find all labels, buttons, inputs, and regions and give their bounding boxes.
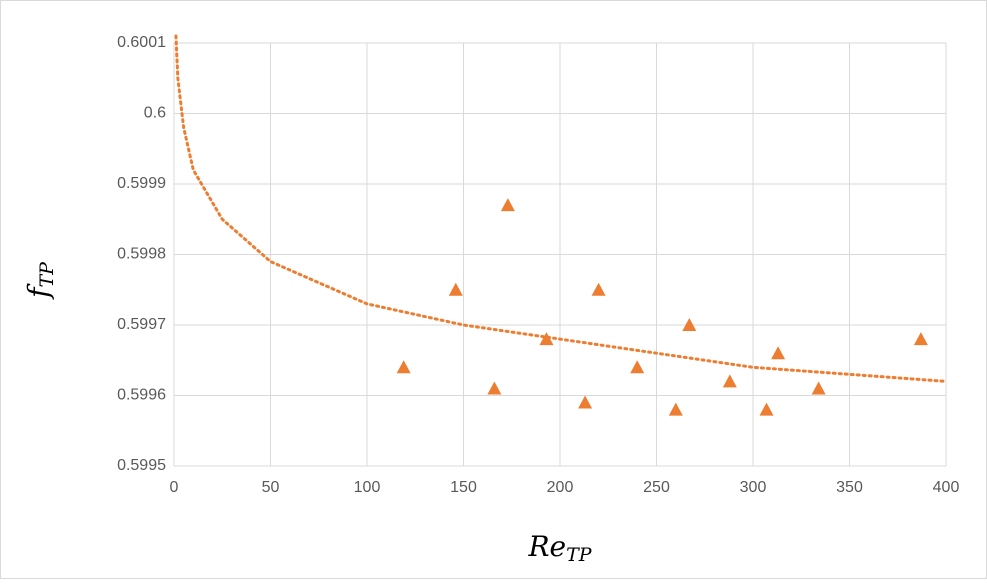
data-point <box>771 346 786 360</box>
data-point <box>682 318 697 331</box>
data-point <box>630 360 645 374</box>
x-tick-label: 200 <box>547 479 574 496</box>
data-point <box>668 402 683 416</box>
y-tick-label: 0.6001 <box>117 34 166 51</box>
grid <box>173 42 947 467</box>
data-point <box>811 381 826 395</box>
y-tick-label: 0.5999 <box>117 175 166 192</box>
y-tick-label: 0.5996 <box>117 387 166 404</box>
data-point <box>913 332 928 346</box>
data-point <box>722 374 737 388</box>
x-tick-label: 400 <box>933 479 960 496</box>
x-tick-label: 50 <box>262 479 280 496</box>
x-tick-label: 150 <box>450 479 477 496</box>
data-point <box>396 360 411 374</box>
data-point <box>539 332 554 346</box>
y-tick-label: 0.6 <box>144 105 166 122</box>
marks <box>174 34 948 416</box>
data-point <box>591 282 606 296</box>
data-point <box>487 381 502 395</box>
x-tick-label: 300 <box>740 479 767 496</box>
data-point <box>759 402 774 416</box>
trendline <box>174 34 948 383</box>
x-tick-label: 0 <box>170 479 179 496</box>
y-axis-title-sub: TP <box>36 261 58 288</box>
x-tick-label: 350 <box>836 479 863 496</box>
data-point <box>500 198 515 212</box>
x-tick-label: 250 <box>643 479 670 496</box>
x-axis-title-main: Re <box>527 530 566 563</box>
data-point <box>448 282 463 296</box>
data-point <box>578 395 593 409</box>
x-axis-title-sub: TP <box>566 544 593 566</box>
x-axis-title: ReTP <box>527 530 592 567</box>
y-tick-label: 0.5997 <box>117 316 166 333</box>
x-tick-label: 100 <box>354 479 381 496</box>
y-tick-label: 0.5998 <box>117 246 166 263</box>
y-tick-label: 0.5995 <box>117 457 166 474</box>
